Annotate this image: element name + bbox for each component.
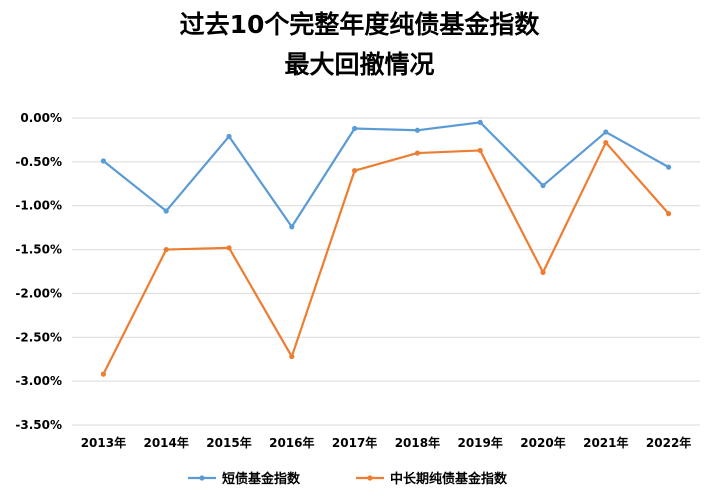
- data-point: [603, 139, 609, 146]
- x-tick-label: 2014年: [143, 435, 188, 450]
- chart-title: 过去10个完整年度纯债基金指数: [179, 10, 540, 39]
- y-tick-label: -3.00%: [15, 374, 62, 388]
- legend-marker: [367, 475, 373, 481]
- x-tick-label: 2016年: [269, 435, 314, 450]
- y-tick-label: -1.00%: [15, 199, 62, 213]
- legend-label: 短债基金指数: [222, 471, 301, 487]
- data-point: [540, 182, 546, 189]
- data-point: [352, 125, 358, 132]
- data-point: [163, 208, 169, 214]
- x-tick-label: 2019年: [457, 435, 502, 450]
- data-point: [540, 269, 546, 275]
- data-point: [477, 119, 483, 125]
- legend-marker: [199, 475, 205, 481]
- chart-subtitle: 最大回撤情况: [284, 50, 435, 79]
- x-tick-label: 2022年: [646, 435, 691, 450]
- data-point: [289, 353, 295, 360]
- data-point: [226, 245, 232, 251]
- x-tick-label: 2018年: [395, 435, 440, 450]
- data-point: [414, 127, 420, 133]
- data-point: [100, 158, 106, 164]
- data-point: [289, 224, 295, 230]
- y-tick-label: -2.00%: [15, 286, 62, 300]
- data-point: [352, 168, 358, 174]
- y-tick-label: -0.50%: [15, 155, 62, 169]
- data-point: [414, 150, 420, 156]
- y-tick-label: -2.50%: [15, 330, 62, 344]
- x-tick-label: 2015年: [206, 435, 251, 450]
- data-point: [666, 211, 672, 217]
- y-tick-label: -1.50%: [15, 243, 62, 257]
- y-tick-label: 0.00%: [20, 111, 62, 125]
- legend-label: 中长期纯债基金指数: [390, 471, 508, 487]
- data-point: [603, 129, 609, 135]
- x-tick-label: 2017年: [332, 435, 377, 450]
- y-tick-label: -3.50%: [15, 418, 62, 432]
- data-point: [100, 371, 106, 377]
- x-tick-label: 2013年: [81, 435, 126, 450]
- data-point: [666, 164, 672, 170]
- data-point: [163, 246, 169, 253]
- data-point: [226, 133, 232, 140]
- series-line-1: [102, 121, 670, 228]
- series-line-2: [102, 141, 670, 375]
- x-tick-label: 2021年: [583, 435, 628, 450]
- data-point: [477, 147, 483, 154]
- x-tick-label: 2020年: [520, 435, 565, 450]
